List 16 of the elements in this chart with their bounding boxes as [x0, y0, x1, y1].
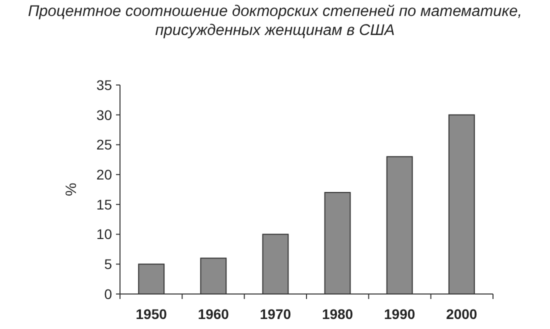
y-tick-label: 15: [96, 196, 112, 212]
chart-title: Процентное соотношение докторских степеней по математике, присужденных женщинам в США: [28, 3, 522, 39]
y-tick-label: 20: [96, 166, 112, 182]
y-tick-label: 10: [96, 226, 112, 242]
y-tick-label: 30: [96, 106, 112, 123]
x-tick-label: 1970: [260, 306, 292, 322]
x-tick-label: 1990: [384, 306, 416, 322]
x-tick-label: 1960: [198, 306, 230, 322]
x-tick-label: 2000: [446, 306, 478, 322]
x-tick-label: 1950: [136, 306, 168, 322]
y-tick-label: 35: [96, 76, 112, 93]
y-axis-title: %: [63, 182, 80, 196]
y-tick-label: 0: [104, 286, 112, 302]
y-tick-label: 25: [96, 136, 112, 153]
y-tick-label: 5: [104, 256, 112, 272]
x-tick-label: 1980: [322, 306, 354, 322]
